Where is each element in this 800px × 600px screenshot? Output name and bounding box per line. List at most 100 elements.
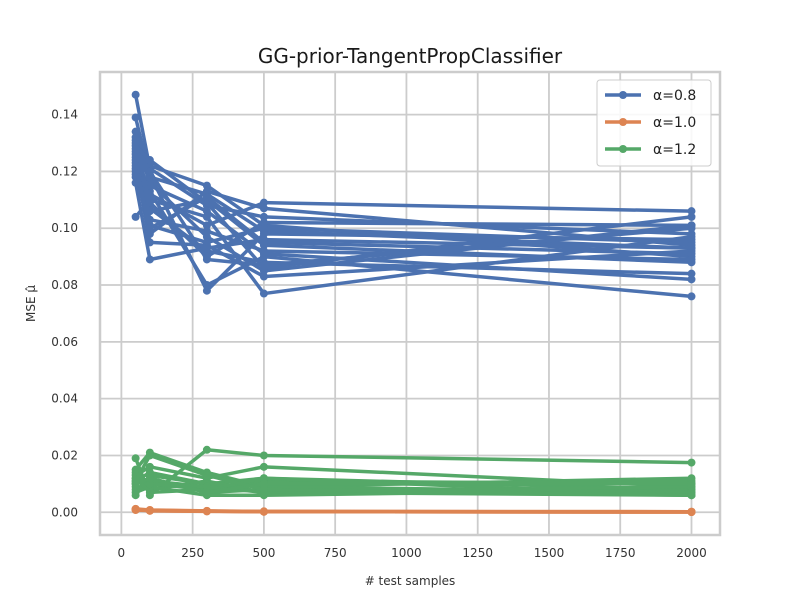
x-tick-label: 1250: [462, 546, 493, 560]
y-tick-label: 0.06: [51, 335, 78, 349]
data-point: [259, 474, 268, 483]
data-point: [202, 181, 211, 190]
data-point: [687, 275, 696, 284]
data-point: [202, 238, 211, 247]
y-tick-label: 0.00: [51, 505, 78, 519]
data-point: [687, 221, 696, 230]
data-point: [687, 458, 696, 467]
data-point: [131, 127, 140, 136]
data-point: [687, 232, 696, 241]
data-point: [687, 491, 696, 500]
legend-entry: α=0.8: [653, 88, 696, 104]
data-point: [202, 192, 211, 201]
x-tick-label: 750: [324, 546, 347, 560]
data-point: [259, 224, 268, 233]
y-tick-label: 0.02: [51, 448, 78, 462]
data-point: [145, 156, 154, 165]
data-point: [131, 506, 140, 515]
y-tick-label: 0.08: [51, 278, 78, 292]
data-point: [145, 229, 154, 238]
data-point: [687, 207, 696, 216]
legend-entry: α=1.2: [653, 142, 696, 158]
data-point: [687, 212, 696, 221]
x-tick-label: 250: [181, 546, 204, 560]
data-point: [145, 506, 154, 515]
series-2: [131, 504, 696, 516]
data-point: [259, 451, 268, 460]
x-tick-label: 1000: [391, 546, 422, 560]
data-point: [259, 289, 268, 298]
data-point: [145, 462, 154, 471]
data-point: [131, 212, 140, 221]
series-layer: [131, 90, 696, 516]
data-point: [145, 255, 154, 264]
data-point: [202, 212, 211, 221]
data-point: [202, 281, 211, 290]
data-point: [202, 227, 211, 236]
data-point: [202, 221, 211, 230]
data-point: [259, 218, 268, 227]
data-point: [259, 238, 268, 247]
data-point: [687, 255, 696, 264]
y-tick-label: 0.12: [51, 164, 78, 178]
data-point: [259, 507, 268, 516]
y-tick-label: 0.04: [51, 392, 78, 406]
x-tick-label: 1500: [534, 546, 565, 560]
y-axis-label: MSE μ̂: [24, 285, 38, 322]
data-point: [259, 249, 268, 258]
data-point: [145, 488, 154, 497]
x-tick-labels: 0 250 500 750 1000 1250 1500 1750 2000: [118, 546, 707, 560]
data-point: [202, 507, 211, 516]
legend-swatch-marker: [619, 91, 627, 99]
data-point: [259, 462, 268, 471]
data-point: [687, 479, 696, 488]
data-point: [687, 507, 696, 516]
data-point: [131, 161, 140, 170]
data-point: [259, 212, 268, 221]
data-point: [687, 241, 696, 250]
data-point: [259, 261, 268, 270]
x-tick-label: 0: [118, 546, 126, 560]
x-tick-label: 1750: [605, 546, 636, 560]
data-point: [202, 488, 211, 497]
data-point: [687, 292, 696, 301]
data-point: [131, 113, 140, 122]
y-tick-label: 0.10: [51, 221, 78, 235]
data-point: [202, 207, 211, 216]
data-point: [131, 454, 140, 463]
data-point: [145, 451, 154, 460]
legend-swatch-marker: [619, 145, 627, 153]
data-point: [131, 90, 140, 99]
plot-frame: [98, 70, 722, 537]
data-point: [131, 477, 140, 486]
chart-title: GG-prior-TangentPropClassifier: [258, 44, 563, 68]
data-point: [202, 187, 211, 196]
x-axis-label: # test samples: [365, 574, 456, 588]
data-point: [145, 198, 154, 207]
series-3: [131, 445, 696, 500]
data-point: [202, 252, 211, 261]
grid: [100, 72, 720, 535]
data-point: [259, 272, 268, 281]
data-point: [202, 286, 211, 295]
data-point: [202, 482, 211, 491]
data-point: [145, 224, 154, 233]
series-line: [135, 508, 692, 514]
data-point: [259, 229, 268, 238]
data-point: [202, 244, 211, 253]
data-point: [259, 204, 268, 213]
data-point: [687, 249, 696, 258]
y-tick-labels: 0.00 0.02 0.04 0.06 0.08 0.10 0.12 0.14: [51, 108, 78, 520]
data-point: [259, 485, 268, 494]
data-point: [145, 479, 154, 488]
x-tick-label: 2000: [676, 546, 707, 560]
y-tick-label: 0.14: [51, 108, 78, 122]
data-point: [202, 232, 211, 241]
data-point: [145, 167, 154, 176]
legend-swatch-marker: [619, 118, 627, 126]
legend: α=0.8 α=1.0 α=1.2: [596, 79, 712, 167]
data-point: [131, 491, 140, 500]
data-point: [259, 479, 268, 488]
data-point: [687, 269, 696, 278]
